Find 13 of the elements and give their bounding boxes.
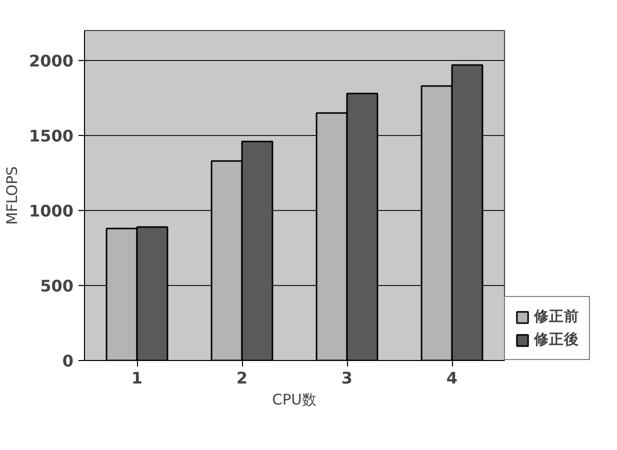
legend-label: 修正前 bbox=[534, 307, 579, 326]
x-tick-label: 1 bbox=[131, 368, 143, 388]
y-tick-label: 1500 bbox=[28, 126, 74, 146]
y-tick-label: 500 bbox=[40, 276, 74, 296]
x-tick-label: 2 bbox=[236, 368, 248, 388]
y-tick-label: 1000 bbox=[28, 202, 74, 220]
x-tick-label: 3 bbox=[341, 368, 353, 388]
y-axis-title: MFLOPS bbox=[4, 166, 21, 225]
legend-label: 修正後 bbox=[534, 330, 579, 349]
y-tick-label: 0 bbox=[62, 352, 74, 370]
y-tick-label: 2000 bbox=[28, 52, 74, 70]
x-axis-title: CPU数 bbox=[272, 392, 317, 408]
x-tick-label: 4 bbox=[446, 368, 458, 388]
